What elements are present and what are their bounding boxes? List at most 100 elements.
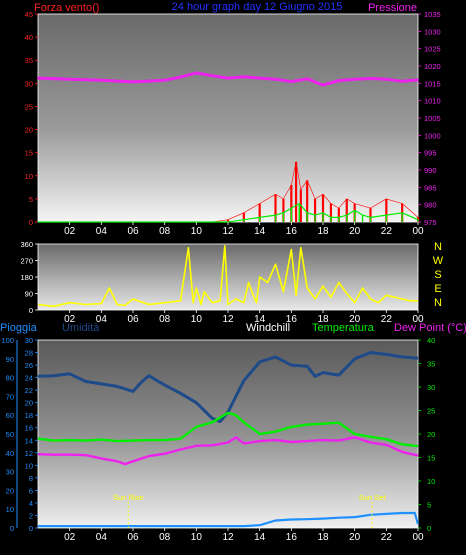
legend-umidita: Umidità <box>62 322 100 334</box>
x-tick-label: 02 <box>64 314 76 325</box>
pressure-point <box>401 80 404 83</box>
compass-label: W <box>433 255 444 267</box>
humidity-tick-label: 6 <box>29 486 33 495</box>
x-tick-label: 00 <box>412 532 424 543</box>
pressure-tick-label: 1010 <box>424 97 441 106</box>
wind-tick-label: 25 <box>25 102 33 111</box>
x-tick-label: 22 <box>381 226 393 237</box>
wind-tick-label: 10 <box>25 172 33 181</box>
wind-tick-label: 40 <box>25 33 33 42</box>
wind-tick-label: 20 <box>25 126 33 135</box>
direction-tick-label: 180 <box>20 273 33 282</box>
humidity-tick-label: 28 <box>25 349 33 358</box>
pressure-point <box>68 78 71 81</box>
x-tick-label: 02 <box>64 532 76 543</box>
legend-temperatura: Temperatura <box>312 322 375 334</box>
chart-title: 24 hour graph day 12 Giugno 2015 <box>172 1 343 13</box>
x-tick-label: 18 <box>317 314 329 325</box>
pressure-tick-label: 1025 <box>424 45 441 54</box>
pressure-tick-label: 1030 <box>424 27 441 36</box>
rain-tick-label: 90 <box>6 355 14 364</box>
pressure-point <box>195 72 198 74</box>
wind-tick-label: 5 <box>29 195 33 204</box>
temp-tick-label: 5 <box>427 501 431 510</box>
legend-windchill: Windchill <box>246 322 290 334</box>
temperature-line <box>37 411 419 448</box>
humidity-tick-label: 4 <box>29 499 33 508</box>
rain-tick-label: 20 <box>6 486 14 495</box>
direction-tick-label: 360 <box>20 240 33 249</box>
x-tick-label: 10 <box>191 532 203 543</box>
wind-tick-label: 35 <box>25 56 33 65</box>
x-tick-label: 16 <box>286 226 298 237</box>
x-tick-label: 14 <box>254 226 266 237</box>
pressure-point <box>211 74 214 77</box>
direction-tick-label: 270 <box>20 257 33 266</box>
wind-tick-label: 30 <box>25 79 33 88</box>
pressure-point <box>337 79 340 82</box>
pressure-point <box>179 76 182 78</box>
x-tick-label: 22 <box>381 532 393 543</box>
humidity-line <box>37 351 419 423</box>
pressure-point <box>417 79 419 81</box>
legend-dewpoint: Dew Point (°C) <box>394 322 466 334</box>
pressure-tick-label: 990 <box>424 166 437 175</box>
legend-pioggia: Pioggia <box>0 322 38 334</box>
pressure-axis-label: Pressione <box>368 2 417 14</box>
pressure-tick-label: 975 <box>424 218 437 227</box>
pressure-point <box>132 81 134 83</box>
pressure-tick-label: 1035 <box>424 10 441 19</box>
temp-tick-label: 15 <box>427 454 435 463</box>
humidity-tick-label: 24 <box>25 374 33 383</box>
sun-rise-label: Sun Rise <box>113 493 143 502</box>
rain-tick-label: 30 <box>6 468 14 477</box>
x-tick-label: 18 <box>317 226 329 237</box>
pressure-point <box>163 79 166 82</box>
pressure-tick-label: 995 <box>424 149 437 158</box>
pressure-tick-label: 1005 <box>424 114 441 123</box>
compass-label: N <box>434 241 442 253</box>
x-tick-label: 20 <box>349 314 361 325</box>
x-tick-label: 10 <box>191 314 203 325</box>
x-tick-label: 08 <box>159 532 171 543</box>
x-tick-label: 10 <box>191 226 203 237</box>
x-tick-label: 16 <box>286 314 298 325</box>
x-tick-label: 04 <box>96 226 108 237</box>
pressure-tick-label: 1000 <box>424 131 441 140</box>
humidity-tick-label: 16 <box>25 424 33 433</box>
wind-line <box>38 202 419 223</box>
x-tick-label: 16 <box>286 532 298 543</box>
pressure-tick-label: 1020 <box>424 62 441 71</box>
x-tick-label: 20 <box>349 226 361 237</box>
pressure-point <box>227 77 229 79</box>
x-tick-label: 00 <box>412 314 424 325</box>
x-tick-label: 20 <box>349 532 361 543</box>
rain-line <box>38 511 420 528</box>
rain-tick-label: 0 <box>10 524 14 533</box>
x-tick-label: 12 <box>222 314 234 325</box>
humidity-tick-label: 14 <box>25 436 33 445</box>
direction-tick-label: 90 <box>25 290 33 299</box>
x-tick-label: 08 <box>159 314 171 325</box>
wind-tick-label: 15 <box>25 149 33 158</box>
humidity-tick-label: 10 <box>25 461 33 470</box>
temp-tick-label: 10 <box>427 477 435 486</box>
x-tick-label: 08 <box>159 226 171 237</box>
temp-tick-label: 35 <box>427 360 435 369</box>
compass-label: N <box>434 297 442 309</box>
temp-tick-label: 20 <box>427 430 435 439</box>
rain-tick-label: 10 <box>6 505 14 514</box>
x-tick-label: 12 <box>222 532 234 543</box>
rain-tick-label: 50 <box>6 430 14 439</box>
x-tick-label: 06 <box>127 314 139 325</box>
humidity-tick-label: 26 <box>25 361 33 370</box>
pressure-tick-label: 985 <box>424 183 437 192</box>
x-tick-label: 06 <box>127 226 139 237</box>
pressure-tick-label: 980 <box>424 201 437 210</box>
rain-tick-label: 80 <box>6 374 14 383</box>
dewpoint-line <box>37 436 419 466</box>
wind-tick-label: 0 <box>29 218 33 227</box>
x-tick-label: 14 <box>254 532 266 543</box>
rain-tick-label: 100 <box>1 336 14 345</box>
